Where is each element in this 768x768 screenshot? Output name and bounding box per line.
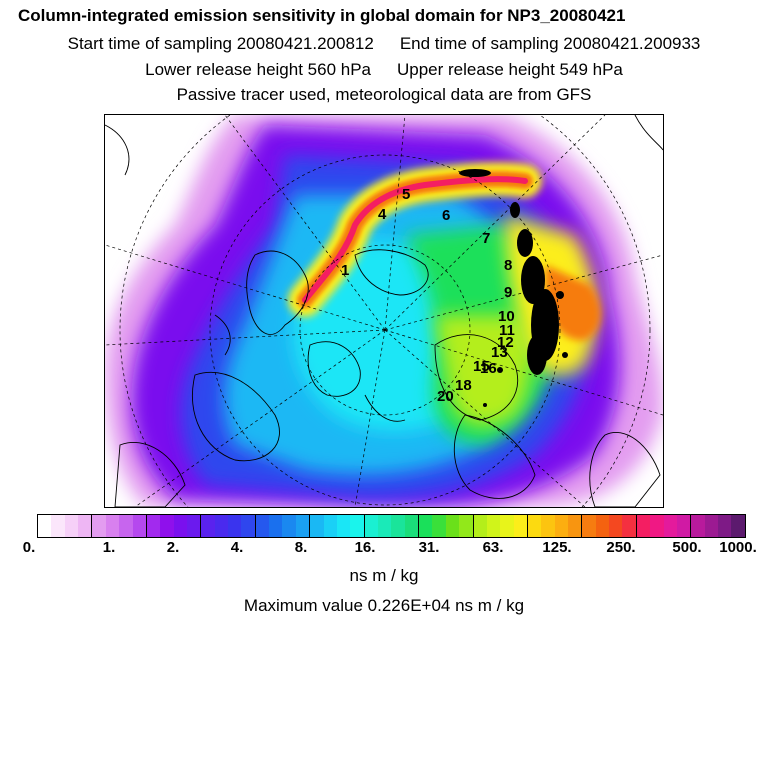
trajectory-label: 7 xyxy=(482,230,490,247)
trajectory-label: 4 xyxy=(378,206,387,223)
colorbar-tick: 8. xyxy=(294,539,308,556)
sampling-end: End time of sampling 20080421.200933 xyxy=(399,34,701,53)
coastlines xyxy=(105,115,663,507)
trajectory-label: 20 xyxy=(437,388,454,405)
colorbar-cell xyxy=(581,515,596,537)
maximum-value: Maximum value 0.226E+04 ns m / kg xyxy=(243,596,525,615)
colorbar-cell xyxy=(228,515,242,537)
colorbar-tick: 125. xyxy=(542,539,572,556)
colorbar-cell xyxy=(119,515,133,537)
colorbar-tick: 2. xyxy=(166,539,180,556)
colorbar-cell xyxy=(404,515,419,537)
colorbar-cell xyxy=(214,515,229,537)
colorbar-cell xyxy=(295,515,310,537)
colorbar-cell xyxy=(650,515,664,537)
sampling-start: Start time of sampling 20080421.200812 xyxy=(67,34,374,53)
map-canvas: 1 4 5 6 7 8 9 10 11 12 13 15 16 18 20 xyxy=(105,115,663,507)
colorbar-cell xyxy=(269,515,283,537)
graticule xyxy=(105,115,663,507)
colorbar-cell xyxy=(704,515,718,537)
colorbar-cell xyxy=(690,515,705,537)
colorbar-ticks: 0. 1. 2. 4. 8. 16. 31. 63. 125. 250. 500… xyxy=(0,539,768,559)
colorbar-cell xyxy=(200,515,215,537)
sensitivity-field xyxy=(105,115,663,507)
colorbar-tick: 16. xyxy=(354,539,376,556)
colorbar-cell xyxy=(241,515,255,537)
colorbar-cell xyxy=(513,515,527,537)
colorbar-cell xyxy=(309,515,324,537)
colorbar-cell xyxy=(486,515,501,537)
colorbar-cell xyxy=(459,515,473,537)
colorbar-cell xyxy=(526,515,542,537)
colorbar-cell xyxy=(500,515,514,537)
colorbar-tick: 1000. xyxy=(719,539,757,556)
colorbar-cell xyxy=(432,515,446,537)
colorbar-cell xyxy=(663,515,677,537)
release-points xyxy=(459,169,568,407)
trajectory-label: 10 xyxy=(498,308,515,325)
colorbar-cell xyxy=(731,515,745,537)
colorbar-cell xyxy=(336,515,351,537)
colorbar-tick: 1. xyxy=(102,539,116,556)
colorbar-cell xyxy=(363,515,378,537)
colorbar-unit: ns m / kg xyxy=(349,566,419,585)
colorbar-cell xyxy=(160,515,174,537)
colorbar-cell xyxy=(622,515,636,537)
colorbar-cell xyxy=(391,515,405,537)
colorbar-cell xyxy=(541,515,555,537)
trajectory-label: 12 xyxy=(497,334,514,351)
colorbar-cell xyxy=(445,515,460,537)
colorbar-cell xyxy=(173,515,187,537)
trajectory-label: 11 xyxy=(499,322,515,339)
colorbar-cell xyxy=(595,515,610,537)
release-lower: Lower release height 560 hPa xyxy=(145,60,371,79)
colorbar-tick: 500. xyxy=(672,539,702,556)
release-upper: Upper release height 549 hPa xyxy=(397,60,623,79)
colorbar-cell xyxy=(38,515,52,537)
plot-title: Column-integrated emission sensitivity i… xyxy=(18,6,626,25)
colorbar-cell xyxy=(350,515,364,537)
trajectory-label: 1 xyxy=(341,262,349,279)
release-heights: Lower release height 560 hPa Upper releas… xyxy=(0,60,768,80)
trajectory-label: 5 xyxy=(402,186,410,203)
colorbar-tick: 250. xyxy=(606,539,636,556)
colorbar-cell xyxy=(568,515,582,537)
colorbar-cell xyxy=(91,515,106,537)
colorbar-cell xyxy=(418,515,433,537)
trajectory-label: 8 xyxy=(504,257,512,274)
trajectory-label: 16 xyxy=(480,360,497,377)
trajectory-label: 9 xyxy=(504,284,512,301)
colorbar-cell xyxy=(145,515,161,537)
colorbar-cell xyxy=(676,515,691,537)
colorbar-tick: 0. xyxy=(22,539,36,556)
colorbar-cell xyxy=(554,515,569,537)
trajectory-labels: 1 4 5 6 7 8 9 10 11 12 13 15 16 18 20 xyxy=(341,186,515,405)
trajectory-label: 6 xyxy=(442,207,450,224)
colorbar-cell xyxy=(64,515,79,537)
colorbar-cell xyxy=(635,515,651,537)
model-note: Passive tracer used, meteorological data… xyxy=(176,85,592,104)
colorbar-cell xyxy=(105,515,120,537)
colorbar-cell xyxy=(282,515,296,537)
colorbar-cell xyxy=(377,515,392,537)
colorbar-cell xyxy=(472,515,487,537)
sampling-times: Start time of sampling 20080421.200812 En… xyxy=(0,34,768,54)
trajectory-label: 13 xyxy=(491,344,508,361)
colorbar-tick: 4. xyxy=(230,539,244,556)
colorbar-cell xyxy=(132,515,146,537)
trajectory-label: 15 xyxy=(473,358,490,375)
colorbar-tick: 63. xyxy=(482,539,504,556)
colorbar-cell xyxy=(186,515,201,537)
colorbar-tick: 31. xyxy=(418,539,440,556)
colorbar-cell xyxy=(78,515,92,537)
colorbar xyxy=(37,514,746,538)
emission-sensitivity-map: 1 4 5 6 7 8 9 10 11 12 13 15 16 18 20 xyxy=(104,114,664,508)
trajectory-label: 18 xyxy=(455,377,472,394)
colorbar-cell xyxy=(254,515,270,537)
colorbar-cell xyxy=(323,515,337,537)
colorbar-cell xyxy=(609,515,623,537)
colorbar-cell xyxy=(717,515,732,537)
colorbar-cell xyxy=(51,515,65,537)
